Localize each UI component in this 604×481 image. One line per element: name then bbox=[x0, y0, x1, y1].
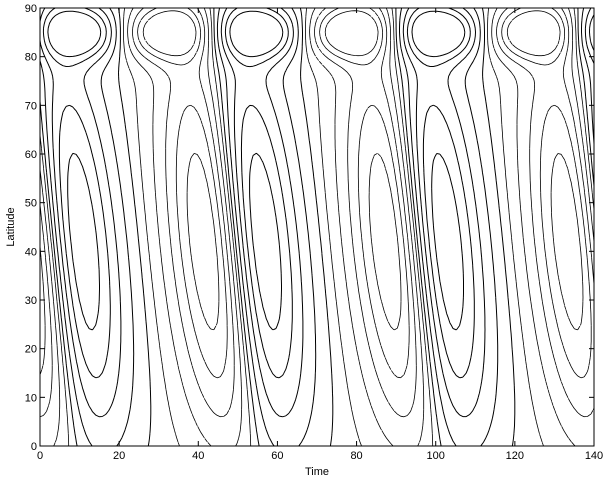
x-tick-label: 60 bbox=[271, 450, 283, 462]
y-tick-label: 0 bbox=[31, 441, 37, 453]
x-tick-label: 120 bbox=[506, 450, 524, 462]
positive-contour bbox=[47, 10, 594, 331]
negative-contour bbox=[40, 8, 592, 379]
y-axis-label: Latitude bbox=[5, 207, 17, 246]
x-axis-label: Time bbox=[305, 466, 329, 478]
y-tick-label: 40 bbox=[25, 246, 37, 258]
contour-lines bbox=[40, 8, 594, 446]
negative-contour bbox=[40, 8, 594, 446]
x-tick-label: 0 bbox=[37, 450, 43, 462]
y-tick-label: 80 bbox=[25, 52, 37, 64]
y-tick-label: 50 bbox=[25, 198, 37, 210]
x-tick-label: 140 bbox=[585, 450, 603, 462]
positive-contour bbox=[42, 8, 594, 379]
y-tick-label: 90 bbox=[25, 3, 37, 15]
x-tick-label: 20 bbox=[113, 450, 125, 462]
y-tick-label: 20 bbox=[25, 344, 37, 356]
y-tick-label: 10 bbox=[25, 392, 37, 404]
y-tick-label: 70 bbox=[25, 100, 37, 112]
y-tick-label: 60 bbox=[25, 149, 37, 161]
y-tick-label: 30 bbox=[25, 295, 37, 307]
negative-contour bbox=[40, 8, 594, 446]
plot-frame bbox=[39, 7, 595, 447]
positive-contour bbox=[40, 8, 594, 418]
positive-contour bbox=[40, 8, 594, 446]
axis-ticks: 0 20 40 60 80 100 120 140 0 10 20 30 40 50 60 70 80 90 bbox=[25, 3, 603, 462]
x-tick-label: 80 bbox=[350, 450, 362, 462]
x-tick-label: 100 bbox=[427, 450, 445, 462]
negative-contour bbox=[40, 8, 594, 418]
negative-contour bbox=[142, 10, 584, 331]
x-tick-label: 40 bbox=[192, 450, 204, 462]
